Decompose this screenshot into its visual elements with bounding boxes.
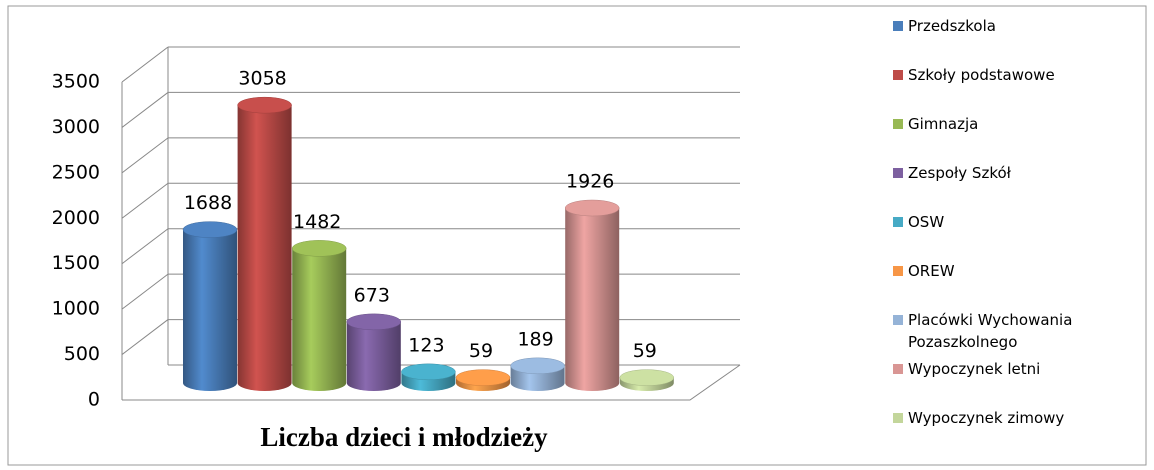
legend-label: Przedszkola xyxy=(908,17,996,35)
legend-label: OREW xyxy=(908,262,955,280)
value-label: 1688 xyxy=(184,192,232,214)
bar xyxy=(292,248,347,391)
legend-label: Zespoły Szkół xyxy=(908,164,1011,182)
grid-line-side xyxy=(121,273,169,310)
y-tick-label: 0 xyxy=(88,389,100,411)
grid-line-side xyxy=(121,182,169,219)
legend-item: Gimnazja xyxy=(893,114,1133,163)
y-tick-label: 3000 xyxy=(52,116,100,138)
value-label: 123 xyxy=(408,334,444,356)
y-tick-label: 2500 xyxy=(52,161,100,183)
bar-top xyxy=(619,369,675,386)
legend-item: OREW xyxy=(893,261,1133,310)
legend-swatch xyxy=(893,70,903,80)
grid-line-side xyxy=(121,319,169,355)
y-tick-label: 2000 xyxy=(52,207,100,229)
legend-label: OSW xyxy=(908,213,945,231)
legend-item: Placówki Wychowania Pozaszkolnego xyxy=(893,310,1133,359)
legend-swatch xyxy=(893,119,903,129)
bar xyxy=(183,229,237,391)
legend-label: Wypoczynek letni xyxy=(908,360,1041,378)
legend-item: Wypoczynek zimowy xyxy=(893,408,1133,457)
value-label: 59 xyxy=(633,340,657,362)
legend-swatch xyxy=(893,364,903,374)
chart-title: Liczba dzieci i młodzieży xyxy=(260,422,548,452)
legend-item: Szkoły podstawowe xyxy=(893,65,1133,114)
grid-line-side xyxy=(121,46,169,83)
floor-edge xyxy=(122,364,741,401)
bar-top xyxy=(291,240,347,257)
legend-swatch xyxy=(893,21,903,31)
grid-line-side xyxy=(121,228,169,265)
legend-item: OSW xyxy=(893,212,1133,261)
value-label: 189 xyxy=(517,328,553,350)
chart-border xyxy=(7,5,1147,466)
legend-label: Wypoczynek zimowy xyxy=(908,409,1065,427)
bar xyxy=(237,105,292,391)
value-label: 59 xyxy=(469,340,493,362)
y-tick-label: 500 xyxy=(64,343,100,365)
value-label: 673 xyxy=(354,284,390,306)
bar-top xyxy=(182,221,238,238)
legend-label: Szkoły podstawowe xyxy=(908,66,1055,84)
grid-line-side xyxy=(121,92,169,128)
legend-item: Zespoły Szkół xyxy=(893,163,1133,212)
legend-item: Przedszkola xyxy=(893,16,1133,65)
legend-swatch xyxy=(893,266,903,276)
value-label: 1926 xyxy=(566,171,614,193)
legend-swatch xyxy=(893,217,903,227)
bar-top xyxy=(455,369,511,386)
y-tick-label: 1500 xyxy=(52,252,100,274)
legend-label: Placówki Wychowania Pozaszkolnego xyxy=(908,311,1073,351)
bar-top xyxy=(564,199,620,217)
bar xyxy=(346,321,401,391)
legend-swatch xyxy=(893,315,903,325)
value-label: 1482 xyxy=(293,211,341,233)
bar xyxy=(565,208,620,391)
legend-label: Gimnazja xyxy=(908,115,979,133)
legend: Przedszkola Szkoły podstawowe Gimnazja Zesp… xyxy=(893,16,1133,457)
bar-top xyxy=(401,363,456,381)
bar-top xyxy=(510,357,565,375)
legend-swatch xyxy=(893,413,903,423)
grid-line-side xyxy=(121,137,169,174)
y-tick-label: 3500 xyxy=(52,71,100,93)
y-tick-label: 1000 xyxy=(52,298,100,320)
value-label: 3058 xyxy=(238,68,286,90)
bar-top xyxy=(237,96,292,114)
bar-top xyxy=(346,313,402,331)
legend-swatch xyxy=(893,168,903,178)
legend-item: Wypoczynek letni xyxy=(893,359,1133,408)
